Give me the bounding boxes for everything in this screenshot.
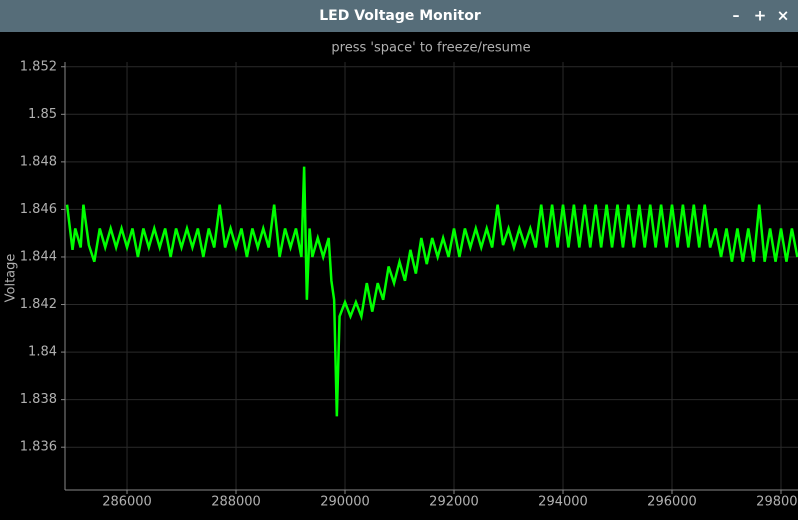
x-tick-label: 288000 <box>211 495 261 510</box>
y-tick-label: 1.836 <box>20 440 57 455</box>
maximize-button[interactable]: + <box>754 7 767 25</box>
y-tick-label: 1.848 <box>20 154 57 169</box>
y-tick-label: 1.844 <box>20 249 57 264</box>
x-tick-label: 290000 <box>320 495 370 510</box>
window-title: LED Voltage Monitor <box>319 8 481 24</box>
x-tick-label: 294000 <box>538 495 588 510</box>
y-tick-label: 1.84 <box>28 345 57 360</box>
minimize-button[interactable]: – <box>733 8 740 24</box>
y-tick-label: 1.852 <box>20 59 57 74</box>
y-tick-label: 1.85 <box>28 107 57 122</box>
x-tick-label: 298000 <box>756 495 798 510</box>
x-tick-label: 296000 <box>647 495 697 510</box>
data-line <box>65 166 798 417</box>
chart-subtitle: press 'space' to freeze/resume <box>331 41 530 56</box>
y-tick-label: 1.846 <box>20 202 57 217</box>
y-tick-label: 1.838 <box>20 392 57 407</box>
x-tick-label: 292000 <box>429 495 479 510</box>
close-button[interactable]: × <box>777 7 790 25</box>
x-tick-label: 286000 <box>102 495 152 510</box>
y-tick-label: 1.842 <box>20 297 57 312</box>
title-bar <box>0 0 798 32</box>
y-axis-label: Voltage <box>4 254 19 303</box>
